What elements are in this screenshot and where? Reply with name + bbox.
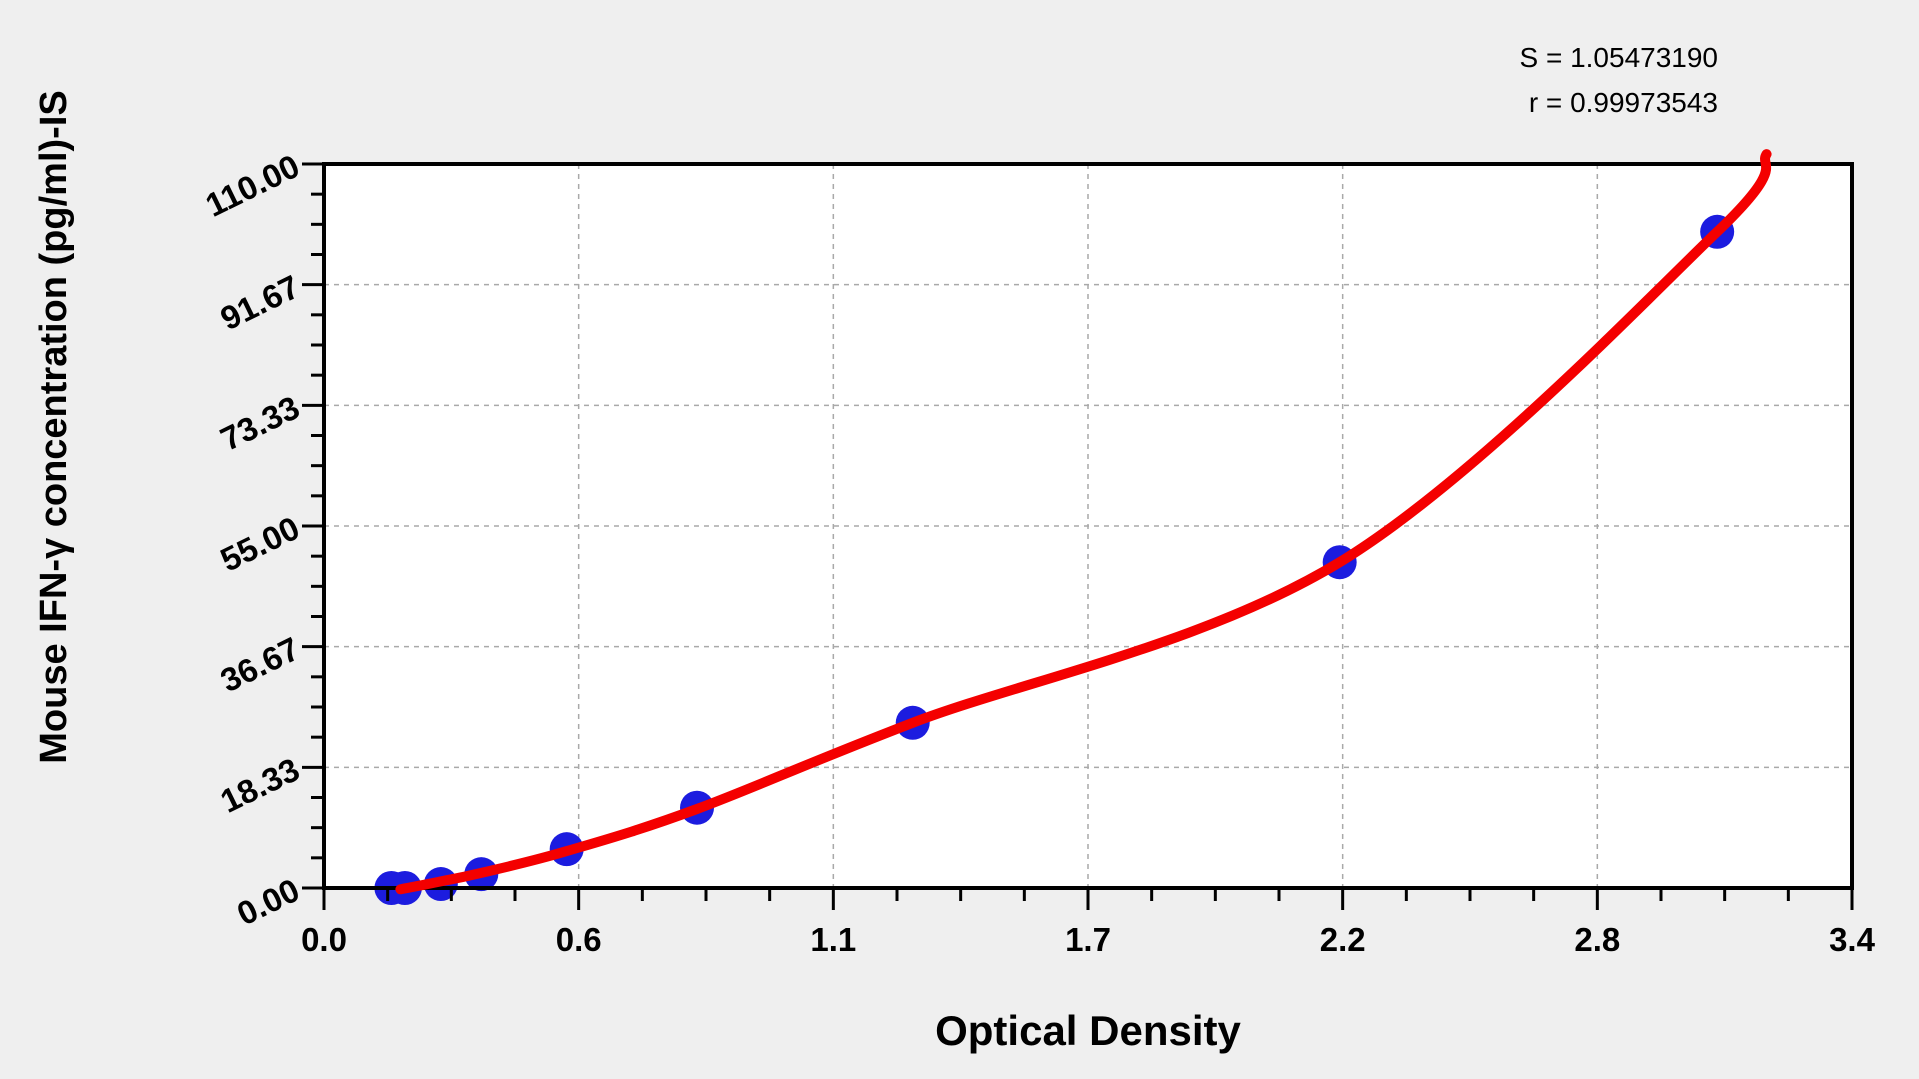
x-tick-label: 1.7 xyxy=(1065,921,1111,958)
x-tick-label: 0.6 xyxy=(556,921,602,958)
x-axis-title: Optical Density xyxy=(935,1007,1241,1054)
axes xyxy=(302,162,1854,910)
y-tick-label: 110.00 xyxy=(200,147,305,224)
x-tick-label: 1.1 xyxy=(810,921,856,958)
x-tick-label: 3.4 xyxy=(1829,921,1876,958)
y-tick-label: 18.33 xyxy=(215,750,305,819)
fit-curve xyxy=(395,149,1772,895)
x-tick-labels: 0.0 0.6 1.1 1.7 2.2 2.8 3.4 xyxy=(301,921,1876,958)
x-tick-label: 2.8 xyxy=(1574,921,1620,958)
y-tick-label: 36.67 xyxy=(215,630,305,699)
axis-ticks xyxy=(302,162,1854,910)
y-tick-label: 91.67 xyxy=(215,268,305,337)
y-tick-label: 55.00 xyxy=(215,509,305,578)
gridlines xyxy=(324,164,1852,888)
stat-r-value: r = 0.99973543 xyxy=(1529,87,1718,118)
y-tick-labels: 0.00 18.33 36.67 55.00 73.33 91.67 110.00 xyxy=(200,147,305,932)
x-tick-label: 2.2 xyxy=(1320,921,1366,958)
stat-s-value: S = 1.05473190 xyxy=(1519,42,1718,73)
x-tick-label: 0.0 xyxy=(301,921,347,958)
y-axis-title: Mouse IFN-γ concentration (pg/ml)-IS xyxy=(33,90,75,763)
y-tick-label: 73.33 xyxy=(215,388,305,457)
y-tick-label: 0.00 xyxy=(231,871,305,932)
